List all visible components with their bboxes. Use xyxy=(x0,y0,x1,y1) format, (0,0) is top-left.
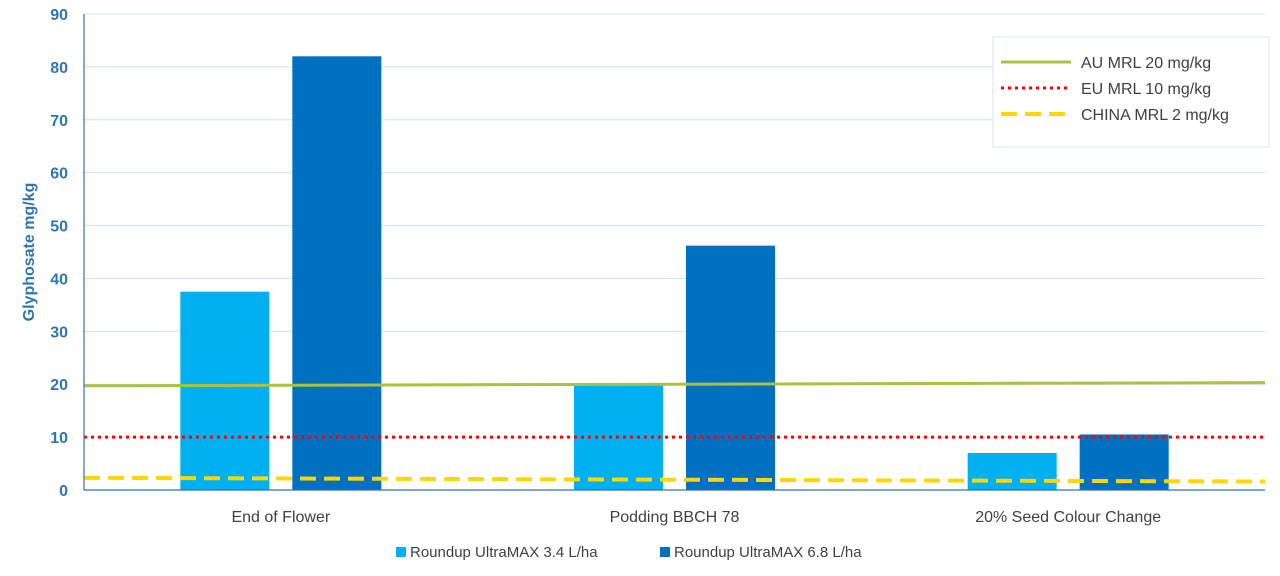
y-tick-label: 0 xyxy=(59,483,68,500)
y-tick-label: 70 xyxy=(50,113,68,130)
y-tick-label: 40 xyxy=(50,271,68,288)
axes: 0 10 20 30 40 50 60 70 80 90 Glyphosate mg/kg End o… xyxy=(21,7,1265,526)
reference-line-3 xyxy=(83,475,1266,484)
reference-line-1 xyxy=(83,381,1266,388)
x-tick-label: 20% Seed Colour Change xyxy=(975,509,1161,526)
bar-1-1 xyxy=(180,291,270,490)
y-axis-title: Glyphosate mg/kg xyxy=(21,183,38,322)
bar-2-2 xyxy=(686,245,775,490)
y-tick-label: 30 xyxy=(50,324,68,341)
x-tick-label: End of Flower xyxy=(231,509,330,526)
legend-series-label: Roundup UltraMAX 3.4 L/ha xyxy=(410,544,598,561)
y-tick-label: 10 xyxy=(50,430,68,447)
legend-series: Roundup UltraMAX 3.4 L/ha Roundup UltraMA… xyxy=(396,544,862,561)
y-tick-label: 50 xyxy=(50,219,68,236)
legend-series-label: Roundup UltraMAX 6.8 L/ha xyxy=(674,544,862,561)
bar-2-1 xyxy=(292,56,382,491)
legend-series-swatch-1 xyxy=(396,547,406,557)
legend-series-swatch-2 xyxy=(660,547,670,557)
legend-label: AU MRL 20 mg/kg xyxy=(1081,55,1211,72)
reference-lines xyxy=(83,381,1266,484)
y-tick-label: 90 xyxy=(50,7,68,24)
bar-1-3 xyxy=(967,452,1057,490)
legend-box xyxy=(992,36,1270,148)
y-tick-label: 60 xyxy=(50,166,68,183)
legend-label: EU MRL 10 mg/kg xyxy=(1081,81,1211,98)
legend-reference-lines: AU MRL 20 mg/kg EU MRL 10 mg/kg CHINA MRL … xyxy=(992,36,1270,148)
y-tick-label: 80 xyxy=(50,60,68,77)
legend-label: CHINA MRL 2 mg/kg xyxy=(1081,107,1229,124)
y-tick-label: 20 xyxy=(50,377,68,394)
bars xyxy=(180,56,1169,491)
x-tick-label: Podding BBCH 78 xyxy=(610,509,740,526)
